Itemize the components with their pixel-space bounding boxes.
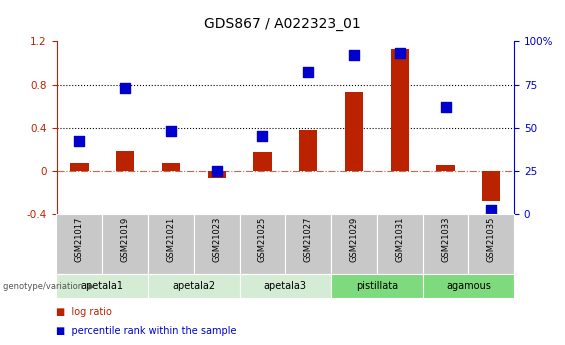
Bar xyxy=(390,49,409,171)
Text: GSM21033: GSM21033 xyxy=(441,217,450,263)
Bar xyxy=(116,151,134,171)
Text: GSM21019: GSM21019 xyxy=(121,217,129,262)
Bar xyxy=(102,214,148,274)
Bar xyxy=(377,214,423,274)
Text: GSM21029: GSM21029 xyxy=(350,217,358,262)
Bar xyxy=(331,274,423,298)
Bar xyxy=(345,92,363,171)
Point xyxy=(486,208,496,213)
Point xyxy=(120,85,129,91)
Bar xyxy=(240,274,331,298)
Point xyxy=(441,104,450,110)
Bar xyxy=(253,152,272,171)
Text: apetala2: apetala2 xyxy=(172,282,215,291)
Text: GSM21017: GSM21017 xyxy=(75,217,84,262)
Text: ■  percentile rank within the sample: ■ percentile rank within the sample xyxy=(56,326,237,336)
Bar xyxy=(468,214,514,274)
Bar xyxy=(162,163,180,171)
Bar xyxy=(148,274,240,298)
Text: GSM21023: GSM21023 xyxy=(212,217,221,262)
Bar xyxy=(70,163,89,171)
Text: ■  log ratio: ■ log ratio xyxy=(56,307,112,317)
Text: genotype/variation  ▶: genotype/variation ▶ xyxy=(3,282,95,291)
Text: apetala3: apetala3 xyxy=(264,282,307,291)
Bar xyxy=(285,214,331,274)
Bar xyxy=(436,165,455,171)
Text: apetala1: apetala1 xyxy=(81,282,124,291)
Text: GDS867 / A022323_01: GDS867 / A022323_01 xyxy=(204,17,361,31)
Bar xyxy=(56,214,102,274)
Point xyxy=(75,139,84,144)
Text: GSM21035: GSM21035 xyxy=(487,217,496,262)
Text: GSM21031: GSM21031 xyxy=(396,217,404,262)
Point xyxy=(166,128,175,134)
Bar xyxy=(482,171,501,201)
Bar xyxy=(148,214,194,274)
Bar xyxy=(423,214,468,274)
Point xyxy=(396,51,405,56)
Point xyxy=(304,70,313,75)
Text: agamous: agamous xyxy=(446,282,491,291)
Bar xyxy=(423,274,514,298)
Point xyxy=(258,134,267,139)
Bar xyxy=(240,214,285,274)
Point xyxy=(212,168,221,174)
Bar xyxy=(331,214,377,274)
Text: GSM21025: GSM21025 xyxy=(258,217,267,262)
Point xyxy=(349,52,359,58)
Text: GSM21021: GSM21021 xyxy=(167,217,175,262)
Bar xyxy=(207,171,226,178)
Bar xyxy=(56,274,148,298)
Text: pistillata: pistillata xyxy=(356,282,398,291)
Bar xyxy=(194,214,240,274)
Text: GSM21027: GSM21027 xyxy=(304,217,312,262)
Bar xyxy=(299,130,318,171)
